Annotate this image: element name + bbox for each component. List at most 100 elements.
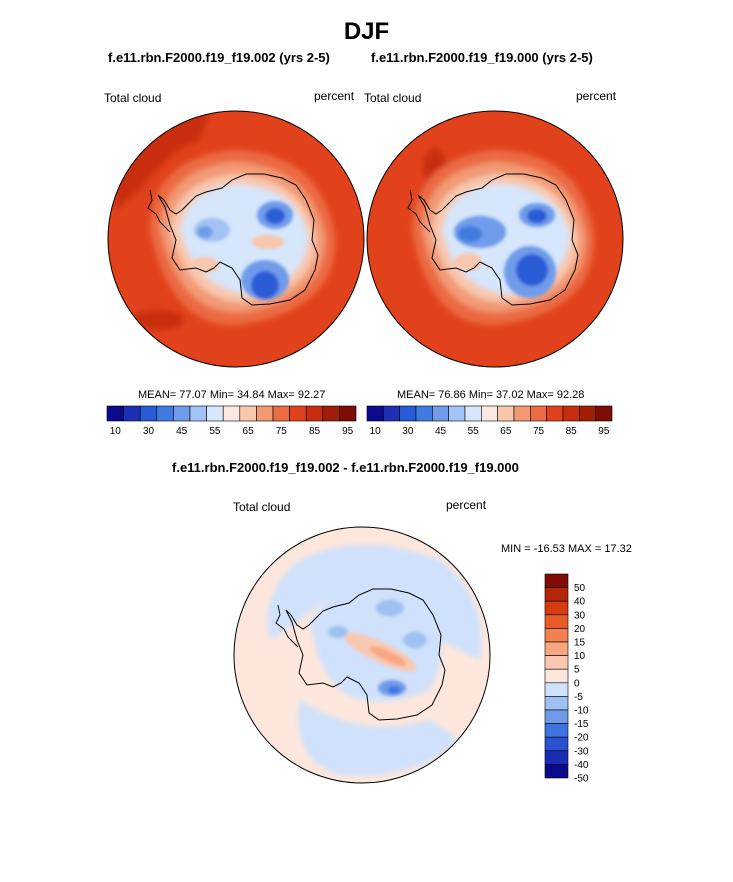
colorbar2-tick-label: 10 bbox=[370, 426, 382, 437]
colorbar3-box-4 bbox=[544, 628, 569, 643]
colorbar2-tick-label: 65 bbox=[500, 426, 512, 437]
colorbar3-box-10 bbox=[544, 709, 569, 724]
map3-light-blue-ring bbox=[268, 545, 482, 660]
colorbar1-box-12 bbox=[305, 405, 324, 422]
colorbar3-box-12 bbox=[544, 736, 569, 752]
colorbar3-tick-label: 30 bbox=[574, 610, 586, 621]
colorbar2-box-1 bbox=[383, 405, 400, 422]
map2-peach-weddell bbox=[454, 253, 482, 271]
panel1-subtitle: f.e11.rbn.F2000.f19_f19.002 (yrs 2-5) bbox=[108, 50, 330, 65]
colorbar1-tick-label: 10 bbox=[110, 426, 122, 437]
colorbar1-box-8 bbox=[239, 405, 257, 422]
colorbar2-tick-label: 85 bbox=[566, 426, 578, 437]
map1-blue-3-core bbox=[197, 226, 213, 238]
map1-polar-plot bbox=[107, 110, 365, 368]
map1-blue-1-core bbox=[265, 208, 285, 224]
colorbar1-box-9 bbox=[256, 405, 274, 422]
colorbar1-box-1 bbox=[123, 405, 141, 422]
panel3-variable-label: Total cloud bbox=[233, 500, 291, 514]
colorbar1-box-0 bbox=[106, 405, 124, 422]
panel3-units-label: percent bbox=[446, 498, 487, 512]
colorbar3-tick-label: 0 bbox=[574, 678, 580, 689]
colorbar3-box-8 bbox=[544, 682, 569, 697]
panel2-variable-label: Total cloud bbox=[364, 91, 422, 105]
map3-blue-4-core bbox=[388, 686, 400, 694]
colorbar1-box-7 bbox=[222, 405, 241, 422]
colorbar1-box-3 bbox=[156, 405, 174, 422]
map1-dark-patch-2 bbox=[132, 310, 184, 330]
colorbar1-tick-label: 85 bbox=[309, 426, 321, 437]
colorbar2-box-3 bbox=[415, 405, 433, 422]
panel3-stats: MIN = -16.53 MAX = 17.32 bbox=[501, 543, 632, 555]
colorbar1-box-10 bbox=[272, 405, 290, 422]
map2-peninsula bbox=[407, 189, 431, 233]
colorbar3-box-2 bbox=[544, 600, 569, 616]
colorbar3-box-13 bbox=[544, 750, 569, 765]
colorbar3-box-1 bbox=[544, 587, 569, 602]
colorbar3-tick-label: 40 bbox=[574, 597, 586, 608]
colorbar1-tick-label: 65 bbox=[243, 426, 255, 437]
map1-peninsula bbox=[147, 189, 171, 233]
map2-polar-plot bbox=[366, 110, 624, 368]
colorbar1-box-5 bbox=[189, 405, 207, 422]
panel1-units-label: percent bbox=[314, 89, 355, 103]
panel2-stats: MEAN= 76.86 Min= 37.02 Max= 92.28 bbox=[397, 389, 585, 401]
colorbar3-tick-label: -50 bbox=[574, 774, 589, 785]
colorbar2-tick-label: 75 bbox=[533, 426, 545, 437]
colorbar3-tick-label: 5 bbox=[574, 665, 580, 676]
panel3-subtitle: f.e11.rbn.F2000.f19_f19.002 - f.e11.rbn.… bbox=[172, 460, 519, 475]
colorbar3-tick-label: -5 bbox=[574, 692, 583, 703]
map1-frame bbox=[107, 110, 365, 368]
colorbar1-box-14 bbox=[339, 405, 357, 422]
colorbar3-tick-label: -20 bbox=[574, 733, 589, 744]
colorbar3-tick-label: -40 bbox=[574, 760, 589, 771]
panel2-units-label: percent bbox=[576, 89, 617, 103]
map1-coastline bbox=[157, 173, 319, 306]
colorbar3-box-9 bbox=[544, 696, 569, 711]
colorbar3-tick-label: -10 bbox=[574, 706, 589, 717]
colorbar2-box-7 bbox=[481, 405, 498, 422]
panel1-stats: MEAN= 77.07 Min= 34.84 Max= 92.27 bbox=[138, 389, 326, 401]
map2-blue-2-core bbox=[516, 254, 548, 286]
colorbar1-box-6 bbox=[206, 405, 224, 422]
colorbar2-box-5 bbox=[448, 405, 466, 422]
colorbar2-tick-label: 95 bbox=[598, 426, 610, 437]
map2-frame bbox=[366, 110, 624, 368]
map3-coastline bbox=[285, 588, 446, 721]
map3-frame bbox=[233, 526, 491, 784]
colorbar1-box-11 bbox=[289, 405, 307, 422]
colorbar3-box-5 bbox=[544, 641, 569, 656]
colorbar3-box-11 bbox=[544, 723, 569, 738]
colorbar1-box-4 bbox=[173, 405, 191, 422]
colorbar3-tick-label: 15 bbox=[574, 638, 586, 649]
map3-orange-band bbox=[369, 646, 407, 666]
colorbar2-box-8 bbox=[497, 405, 515, 422]
colorbar1-tick-label: 30 bbox=[143, 426, 155, 437]
map2-blue-3-core bbox=[458, 226, 482, 242]
colorbar1-tick-label: 45 bbox=[176, 426, 188, 437]
panel1-variable-label: Total cloud bbox=[104, 91, 162, 105]
colorbar1-box-13 bbox=[322, 405, 340, 422]
map2-coastline bbox=[417, 173, 579, 306]
map1-peach-weddell bbox=[191, 257, 219, 273]
colorbar2-box-11 bbox=[546, 405, 564, 422]
map3-blue-1 bbox=[376, 600, 404, 616]
colorbar2-tick-label: 55 bbox=[468, 426, 480, 437]
map1-peach-ross bbox=[252, 235, 284, 249]
colorbar1-tick-label: 75 bbox=[276, 426, 288, 437]
colorbar3-box-0 bbox=[544, 573, 569, 588]
colorbar3-tick-label: 50 bbox=[574, 583, 586, 594]
colorbar1-box-2 bbox=[139, 405, 158, 422]
colorbar3-box-14 bbox=[544, 764, 569, 779]
map1-blue-2-core bbox=[251, 271, 279, 299]
colorbars: 10 30 45 55 65 75 85 95 10 30 45 55 65 75 85 9550403020… bbox=[106, 405, 613, 785]
colorbar3-tick-label: -30 bbox=[574, 746, 589, 757]
colorbar1-tick-label: 55 bbox=[209, 426, 221, 437]
colorbar2-box-10 bbox=[530, 405, 547, 422]
colorbar2-tick-label: 45 bbox=[435, 426, 447, 437]
panel2-subtitle: f.e11.rbn.F2000.f19_f19.000 (yrs 2-5) bbox=[371, 50, 593, 65]
colorbar2-box-9 bbox=[513, 405, 531, 422]
colorbar2-box-4 bbox=[432, 405, 449, 422]
colorbar2-box-13 bbox=[579, 405, 596, 422]
